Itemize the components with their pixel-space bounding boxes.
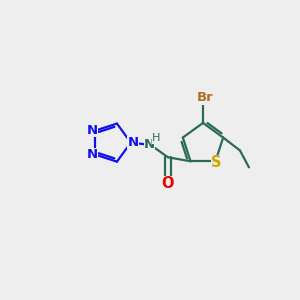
Text: N: N [87, 148, 98, 161]
Text: H: H [152, 134, 161, 143]
Text: N: N [87, 124, 98, 137]
Text: N: N [144, 138, 155, 151]
Text: S: S [211, 155, 221, 170]
Text: O: O [161, 176, 174, 191]
Text: Br: Br [197, 92, 214, 104]
Text: N: N [128, 136, 139, 149]
